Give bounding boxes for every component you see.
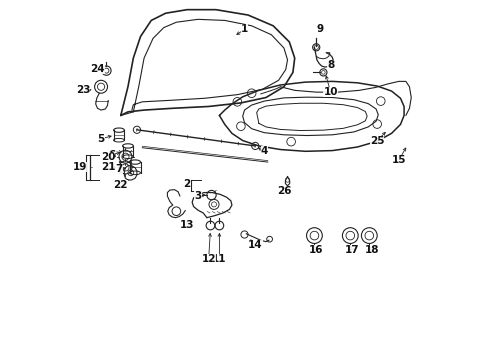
Text: 10: 10 — [323, 87, 337, 97]
Text: 8: 8 — [326, 60, 333, 70]
Text: 19: 19 — [72, 162, 86, 172]
Text: 14: 14 — [247, 239, 262, 249]
Text: 26: 26 — [276, 186, 290, 196]
Text: 13: 13 — [180, 220, 194, 230]
Text: 20: 20 — [101, 152, 115, 162]
Text: 25: 25 — [369, 136, 384, 145]
Text: 7: 7 — [115, 164, 122, 174]
Text: 3: 3 — [194, 191, 201, 201]
Text: 21: 21 — [101, 162, 115, 172]
Text: 22: 22 — [113, 180, 128, 190]
Text: 17: 17 — [344, 245, 359, 255]
Text: 2: 2 — [183, 179, 190, 189]
Text: 15: 15 — [391, 155, 405, 165]
Text: 1: 1 — [241, 24, 247, 35]
Text: 4: 4 — [260, 146, 267, 156]
Text: 5: 5 — [97, 134, 104, 144]
Text: 6: 6 — [108, 150, 115, 160]
Text: 12: 12 — [201, 254, 215, 264]
Text: 11: 11 — [212, 254, 226, 264]
Text: 23: 23 — [76, 85, 90, 95]
Text: 18: 18 — [364, 245, 378, 255]
Text: 9: 9 — [316, 24, 323, 35]
Text: 24: 24 — [90, 64, 104, 74]
Text: 16: 16 — [308, 245, 323, 255]
